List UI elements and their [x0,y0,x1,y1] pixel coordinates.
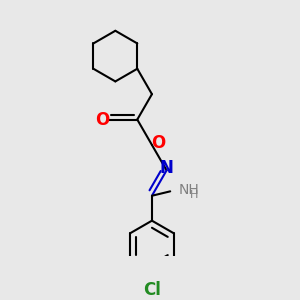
Text: O: O [95,111,109,129]
Text: N: N [160,159,173,177]
Text: NH: NH [178,183,199,197]
Text: H: H [190,190,198,200]
Text: O: O [151,134,165,152]
Text: Cl: Cl [143,281,161,299]
